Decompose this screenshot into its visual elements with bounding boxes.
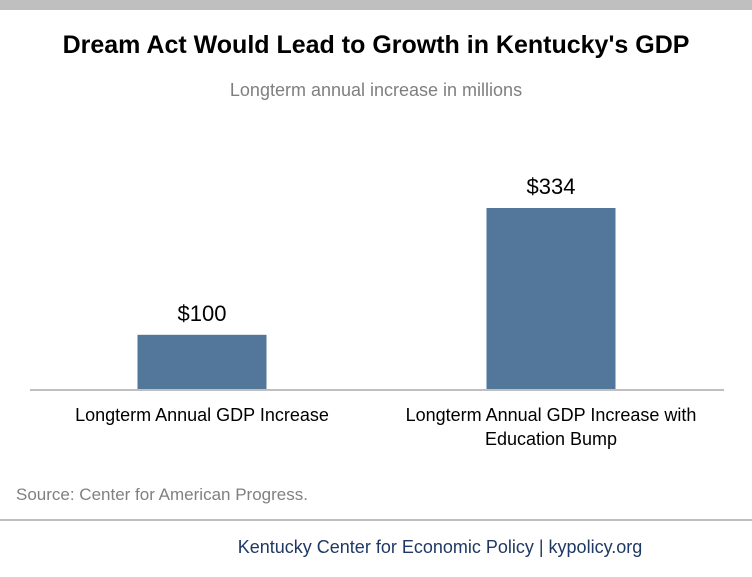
bar-chart: $100 Longterm Annual GDP Increase $334 Long…: [30, 174, 724, 449]
category-label-2: Longterm Annual GDP Increase with Educati…: [406, 405, 697, 449]
category-label-1: Longterm Annual GDP Increase: [75, 405, 329, 425]
chart-title: Dream Act Would Lead to Growth in Kentuc…: [62, 31, 690, 59]
data-label-1: $100: [178, 301, 227, 326]
top-band: [0, 0, 752, 10]
footer-credit: Kentucky Center for Economic Policy | ky…: [237, 537, 643, 557]
bar-2: [486, 208, 616, 389]
data-label-2: $334: [527, 174, 576, 199]
footer-divider: [0, 519, 752, 521]
source-note: Source: Center for American Progress.: [16, 485, 308, 504]
bar-1: [137, 334, 267, 389]
chart-subtitle: Longterm annual increase in millions: [229, 80, 523, 100]
